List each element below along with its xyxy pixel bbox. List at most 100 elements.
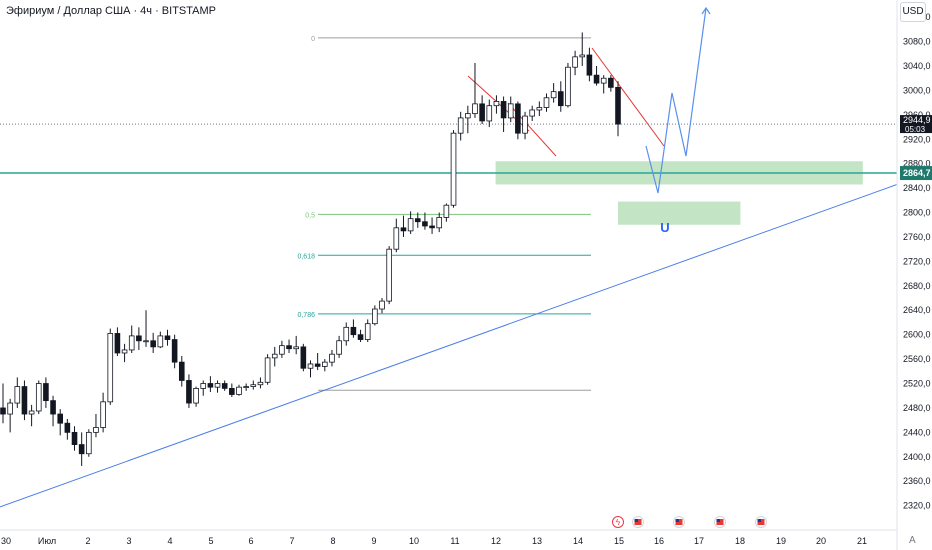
candle [307, 360, 314, 378]
candle [293, 335, 299, 355]
candle [136, 327, 142, 350]
candle [164, 329, 171, 346]
candle-body [593, 74, 600, 84]
candle [14, 377, 21, 408]
projection-polyline[interactable] [645, 7, 707, 194]
candle [486, 99, 493, 128]
candle-body [35, 383, 42, 412]
candle-body [157, 335, 164, 348]
candle-body [279, 345, 285, 355]
candle [500, 96, 507, 132]
candle-body [429, 225, 435, 229]
candle-body [400, 227, 407, 232]
candle-body [543, 97, 550, 108]
fibonacci-retracement[interactable]: 0 0,5 0,618 0,786 [297, 36, 591, 391]
candle-body [193, 388, 199, 404]
candle [593, 66, 600, 86]
candle [336, 335, 342, 358]
time-tick-label: 6 [248, 536, 253, 546]
candle-body [493, 101, 500, 107]
flag-us-icon[interactable] [673, 516, 685, 528]
price-axis[interactable]: 3120,03080,03040,03000,02960,02920,02880… [896, 0, 931, 550]
candle [100, 392, 106, 433]
price-tick-label: 2440,0 [903, 427, 931, 437]
candle [35, 380, 42, 415]
candle-body [14, 386, 21, 404]
candle [21, 380, 28, 421]
projection-path[interactable] [645, 6, 711, 194]
candle [407, 211, 414, 234]
candle-body [450, 132, 457, 206]
candle-body [293, 346, 299, 350]
candle-body [171, 339, 178, 363]
candle-body [507, 103, 514, 119]
candle [271, 346, 278, 367]
candle [329, 349, 335, 367]
magnet-icon[interactable]: U [660, 220, 669, 235]
auto-scale-button[interactable]: A [909, 535, 916, 546]
candle-body [186, 380, 192, 404]
candle [243, 383, 249, 391]
last-price-value: 2944,9 [903, 115, 931, 125]
resistance-line-2[interactable] [591, 47, 665, 147]
time-tick-label: 15 [614, 536, 624, 546]
demand-zone-1[interactable] [618, 201, 741, 225]
candle [586, 47, 593, 82]
candle-body [565, 66, 571, 107]
candle-body [107, 333, 114, 403]
candle [57, 409, 64, 436]
candle-body [257, 381, 264, 386]
candle-body [529, 109, 535, 117]
candle [186, 374, 192, 408]
candle [372, 305, 378, 326]
candle-body [608, 77, 614, 88]
candle [200, 380, 207, 396]
time-tick-label: 20 [816, 536, 826, 546]
candle [565, 62, 571, 108]
time-tick-label: 11 [450, 536, 459, 546]
candle-body [207, 383, 214, 388]
candlesticks [0, 32, 621, 466]
currency-button[interactable]: USD [900, 2, 926, 22]
candle [28, 404, 35, 427]
candle [350, 319, 357, 338]
candle-body [178, 361, 185, 381]
time-tick-label: 7 [289, 536, 294, 546]
candle-body [457, 117, 464, 134]
candle-body [407, 218, 414, 232]
price-tick-label: 2640,0 [903, 305, 931, 315]
flag-us-icon[interactable] [632, 516, 644, 528]
ascending-trend-line[interactable] [0, 183, 898, 508]
candle [64, 418, 71, 440]
candle-body [515, 103, 521, 134]
flag-us-icon[interactable] [755, 516, 767, 528]
time-tick-label: Июл [38, 536, 56, 546]
candle-body [572, 56, 578, 68]
lightning-icon[interactable]: ϟ [612, 516, 624, 528]
candle-body [386, 248, 392, 302]
candle [457, 111, 464, 141]
price-tick-label: 2360,0 [903, 476, 931, 486]
price-tick-label: 3040,0 [903, 61, 931, 71]
candle [522, 111, 528, 140]
drawn-lines[interactable] [0, 47, 898, 508]
candle [608, 75, 614, 92]
flag-us-icon[interactable] [714, 516, 726, 528]
candle-body [443, 204, 450, 218]
candle [86, 429, 92, 457]
time-axis[interactable]: 30 Июл 2 3 4 5 6 7 8 9 10 11 12 13 14 15 16 17 18 19 20 21 [0, 529, 897, 546]
event-icons[interactable]: ϟ [612, 516, 767, 528]
candle [550, 83, 557, 103]
candle [93, 414, 99, 438]
candle [128, 325, 135, 353]
candle-body [600, 77, 607, 84]
candle [193, 386, 199, 407]
price-tick-label: 3080,0 [903, 37, 931, 47]
candle-body [364, 323, 371, 340]
candle-body [143, 340, 149, 343]
candle-body [64, 422, 71, 433]
candle [114, 327, 121, 357]
candle [572, 50, 578, 76]
candle-body [579, 54, 586, 58]
